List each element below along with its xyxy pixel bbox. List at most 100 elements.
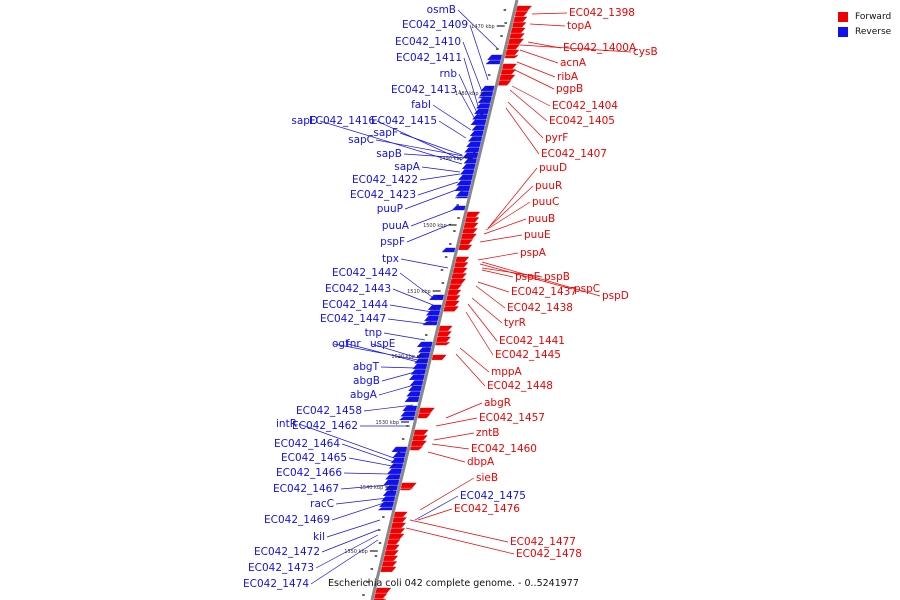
gene-arrow xyxy=(465,217,480,223)
forward-gene-label[interactable]: EC042_1405 xyxy=(549,115,615,127)
reverse-gene-label[interactable]: EC042_1469 xyxy=(264,514,330,526)
reverse-gene-label[interactable]: kil xyxy=(313,531,325,543)
forward-gene-label[interactable]: mppA xyxy=(491,366,523,378)
reverse-gene-label[interactable]: puuP xyxy=(377,203,403,215)
reverse-gene-label[interactable]: EC042_1462 xyxy=(292,420,358,432)
reverse-gene-label[interactable]: EC042_1467 xyxy=(273,483,339,495)
forward-gene-label[interactable]: EC042_1438 xyxy=(507,302,573,314)
forward-gene-label[interactable]: puuC xyxy=(532,196,559,208)
forward-gene-label[interactable]: pspE xyxy=(515,271,540,283)
label-leader xyxy=(469,24,489,81)
forward-gene-label[interactable]: acnA xyxy=(560,57,587,69)
forward-gene-label[interactable]: pspC xyxy=(574,283,600,295)
forward-gene-label[interactable]: puuR xyxy=(535,180,562,192)
forward-gene-label[interactable]: zntB xyxy=(476,427,500,439)
reverse-gene-label[interactable]: EC042_1473 xyxy=(248,562,314,574)
reverse-gene-label[interactable]: EC042_1472 xyxy=(254,546,320,558)
reverse-gene-label[interactable]: fabI xyxy=(411,99,431,111)
reverse-gene-label[interactable]: EC042_1465 xyxy=(281,452,347,464)
reverse-gene-label[interactable]: EC042_1410 xyxy=(395,36,461,48)
reverse-gene-label[interactable]: EC042_1444 xyxy=(322,299,388,311)
reverse-gene-label[interactable]: sapB xyxy=(376,148,402,160)
reverse-gene-label[interactable]: pspF xyxy=(380,236,405,248)
forward-gene-label[interactable]: EC042_1437 xyxy=(511,286,577,298)
forward-gene-block xyxy=(504,5,532,59)
forward-gene-label[interactable]: EC042_1441 xyxy=(499,335,565,347)
reverse-gene-label[interactable]: EC042_1464 xyxy=(274,438,340,450)
forward-gene-label[interactable]: pspB xyxy=(544,271,570,283)
reverse-gene-label[interactable]: EC042_1442 xyxy=(332,267,398,279)
forward-gene-label[interactable]: EC042_1478 xyxy=(516,548,582,560)
forward-gene-label[interactable]: pspA xyxy=(520,247,547,259)
reverse-gene-label[interactable]: uspE xyxy=(370,338,395,350)
forward-gene-label[interactable]: cysB xyxy=(633,46,658,58)
gene-arrow xyxy=(461,233,477,240)
reverse-gene-label[interactable]: fnr xyxy=(346,338,361,350)
reverse-gene-label[interactable]: puuA xyxy=(382,220,410,232)
reverse-gene-label[interactable]: EC042_1447 xyxy=(320,313,386,325)
forward-gene-label[interactable]: EC042_1407 xyxy=(541,148,607,160)
reverse-gene-label[interactable]: sapF xyxy=(373,127,398,139)
reverse-gene-label[interactable]: EC042_1422 xyxy=(352,174,418,186)
label-leader xyxy=(462,41,485,98)
reverse-gene-label[interactable]: EC042_1423 xyxy=(350,189,416,201)
reverse-gene-label[interactable]: EC042_1416 xyxy=(309,115,375,127)
reverse-gene-label[interactable]: racC xyxy=(310,498,334,510)
reverse-gene-label[interactable]: abgB xyxy=(353,375,380,387)
reverse-gene-label[interactable]: EC042_1411 xyxy=(396,52,462,64)
reverse-gene-label[interactable]: osmB xyxy=(427,4,456,16)
forward-gene-label[interactable]: EC042_1398 xyxy=(569,7,635,19)
forward-gene-label[interactable]: EC042_1448 xyxy=(487,380,553,392)
forward-gene-label[interactable]: EC042_1477 xyxy=(510,536,576,548)
forward-gene-label[interactable]: puuE xyxy=(524,229,551,241)
reverse-gene-label[interactable]: EC042_1458 xyxy=(296,405,362,417)
gene-arrow xyxy=(385,544,400,550)
forward-gene-label[interactable]: abgR xyxy=(484,397,511,409)
forward-gene-label[interactable]: dbpA xyxy=(467,456,495,468)
forward-gene-label[interactable]: EC042_1457 xyxy=(479,412,545,424)
legend-swatch-forward xyxy=(838,11,848,22)
forward-gene-label[interactable]: pspD xyxy=(602,290,629,302)
reverse-gene-label[interactable]: abgT xyxy=(353,361,380,373)
gene-arrow xyxy=(398,416,415,421)
forward-gene-label[interactable]: EC042_1400A xyxy=(563,42,637,54)
reverse-gene-label[interactable]: sapD xyxy=(291,115,318,127)
label-leader xyxy=(519,44,632,53)
reverse-gene-label[interactable]: sapC xyxy=(348,134,374,146)
gene-arrow xyxy=(431,354,447,360)
forward-gene-label[interactable]: EC042_1445 xyxy=(495,349,561,361)
forward-gene-label[interactable]: ribA xyxy=(557,71,579,83)
reverse-gene-label[interactable]: intR xyxy=(276,418,297,430)
forward-gene-label[interactable]: EC042_1404 xyxy=(552,100,618,112)
label-leader xyxy=(445,402,483,419)
gene-arrow xyxy=(409,380,424,386)
reverse-gene-label[interactable]: rnb xyxy=(440,68,458,80)
reverse-gene-label[interactable]: EC042_1413 xyxy=(391,84,457,96)
label-leader xyxy=(467,303,498,342)
forward-gene-label[interactable]: EC042_1476 xyxy=(454,503,520,515)
forward-gene-label[interactable]: EC042_1460 xyxy=(471,443,537,455)
reverse-gene-label[interactable]: EC042_1443 xyxy=(325,283,391,295)
forward-gene-block xyxy=(431,354,447,360)
forward-gene-label[interactable]: topA xyxy=(567,20,592,32)
reverse-gene-label[interactable]: abgA xyxy=(350,389,378,401)
forward-gene-label[interactable]: pyrF xyxy=(545,132,568,144)
reverse-gene-label[interactable]: EC042_1409 xyxy=(402,19,468,31)
reverse-gene-label[interactable]: sapA xyxy=(394,161,421,173)
forward-gene-label[interactable]: tyrR xyxy=(504,317,526,329)
gene-arrow xyxy=(513,16,528,22)
reverse-gene-label[interactable]: EC042_1475 xyxy=(460,490,526,502)
forward-gene-label[interactable]: puuB xyxy=(528,213,555,225)
reverse-gene-label[interactable]: EC042_1415 xyxy=(371,115,437,127)
forward-gene-label[interactable]: puuD xyxy=(539,162,567,174)
reverse-gene-label[interactable]: tnp xyxy=(365,327,383,339)
forward-gene-label[interactable]: pgpB xyxy=(556,83,583,95)
reverse-gene-label[interactable]: tpx xyxy=(382,253,399,265)
label-leader xyxy=(392,288,434,306)
reverse-gene-label[interactable]: EC042_1466 xyxy=(276,467,342,479)
reverse-gene-label[interactable]: EC042_1474 xyxy=(243,578,309,590)
reverse-gene-label[interactable]: ogt xyxy=(332,338,349,350)
forward-gene-label[interactable]: sieB xyxy=(476,472,498,484)
